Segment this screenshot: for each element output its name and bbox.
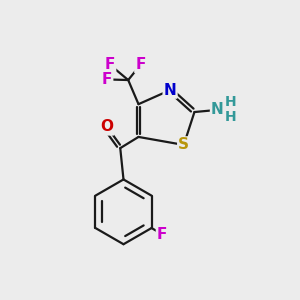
Text: H: H — [225, 95, 237, 109]
Text: S: S — [178, 137, 189, 152]
Text: F: F — [157, 227, 167, 242]
Text: N: N — [211, 102, 224, 117]
Text: O: O — [100, 119, 113, 134]
Text: H: H — [225, 110, 237, 124]
Text: F: F — [135, 57, 146, 72]
Text: N: N — [164, 82, 176, 98]
Text: F: F — [102, 72, 112, 87]
Text: F: F — [105, 57, 115, 72]
